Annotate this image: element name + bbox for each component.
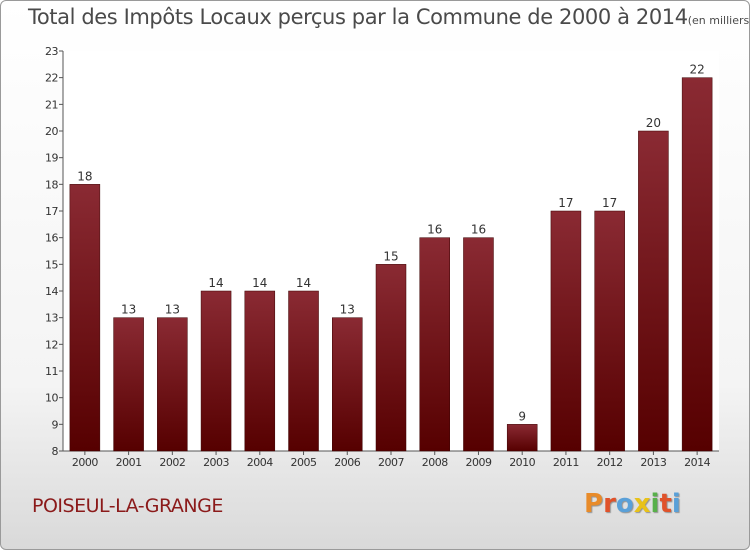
data-label: 20 [646, 116, 661, 130]
x-tick-label: 2001 [116, 456, 142, 469]
data-label: 14 [296, 276, 311, 290]
bar [332, 317, 363, 452]
data-label: 17 [602, 196, 617, 210]
bar [375, 264, 407, 452]
y-tick-label: 12 [45, 338, 58, 351]
y-tick-label: 17 [45, 205, 58, 218]
data-label: 16 [471, 223, 486, 237]
y-tick-label: 10 [45, 392, 58, 405]
data-label: 15 [383, 249, 398, 263]
x-tick-label: 2004 [247, 456, 273, 469]
y-tick-label: 21 [45, 98, 58, 111]
data-label: 14 [252, 276, 267, 290]
y-tick-label: 22 [45, 72, 58, 85]
data-label: 14 [208, 276, 223, 290]
y-tick-label: 16 [45, 232, 58, 245]
x-tick-label: 2008 [422, 456, 448, 469]
bar [113, 317, 144, 452]
data-label: 13 [165, 303, 180, 317]
x-tick-label: 2007 [378, 456, 404, 469]
x-tick-label: 2000 [72, 456, 98, 469]
bar [157, 317, 188, 452]
data-label: 13 [340, 303, 355, 317]
proxiti-logo: Proxiti [584, 489, 681, 519]
x-tick-label: 2014 [684, 456, 710, 469]
bar [594, 210, 625, 452]
data-label: 16 [427, 223, 442, 237]
x-tick-label: 2012 [597, 456, 623, 469]
x-tick-label: 2010 [509, 456, 535, 469]
bar [550, 210, 582, 452]
x-tick-label: 2009 [465, 456, 491, 469]
bar [681, 77, 713, 452]
data-label: 9 [518, 409, 526, 423]
y-tick-label: 23 [45, 45, 58, 58]
bar [288, 290, 319, 452]
bar [463, 237, 494, 452]
bar [244, 290, 276, 452]
chart-title: Total des Impôts Locaux perçus par la Co… [28, 5, 750, 29]
bar [506, 424, 538, 452]
commune-name: POISEUL-LA-GRANGE [32, 495, 223, 517]
x-tick-label: 2006 [334, 456, 360, 469]
x-tick-label: 2013 [640, 456, 666, 469]
y-tick-label: 18 [45, 178, 58, 191]
x-tick-label: 2011 [553, 456, 579, 469]
y-tick-label: 20 [45, 125, 58, 138]
data-label: 17 [558, 196, 573, 210]
data-label: 13 [121, 303, 136, 317]
bar [69, 184, 101, 452]
chart-unit: (en milliers d'€) [687, 14, 750, 27]
x-tick-label: 2005 [291, 456, 317, 469]
x-tick-label: 2003 [203, 456, 229, 469]
y-tick-label: 9 [52, 418, 59, 431]
chart-title-text: Total des Impôts Locaux perçus par la Co… [28, 5, 688, 29]
y-tick-label: 14 [45, 285, 58, 298]
bar [419, 237, 450, 452]
y-tick-label: 15 [45, 258, 58, 271]
data-label: 18 [77, 169, 92, 183]
y-tick-label: 8 [52, 445, 59, 458]
bar [200, 290, 232, 452]
y-tick-label: 11 [45, 365, 58, 378]
bar [638, 130, 669, 452]
y-tick-label: 19 [45, 152, 58, 165]
x-tick-label: 2002 [159, 456, 185, 469]
y-tick-label: 13 [45, 312, 58, 325]
data-label: 22 [689, 63, 704, 77]
